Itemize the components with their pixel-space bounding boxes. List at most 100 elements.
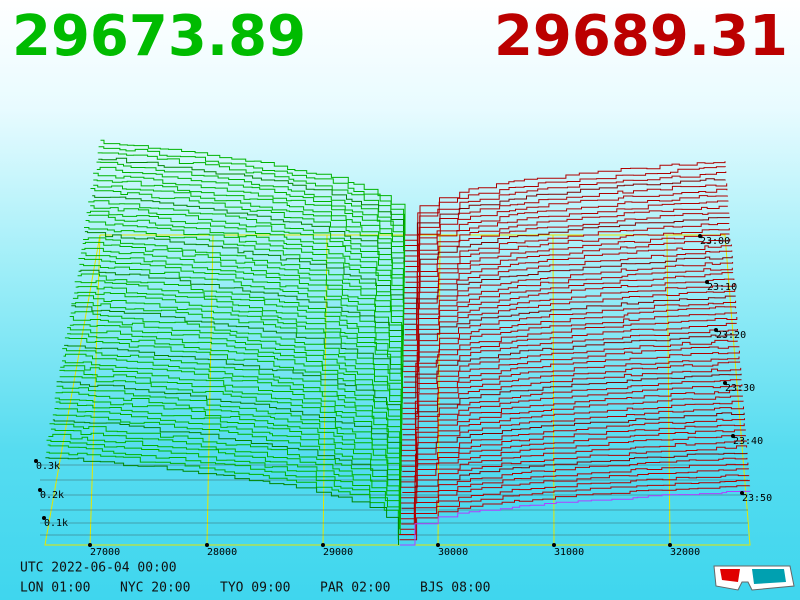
time-marker [740,491,744,495]
bid-depth-line [79,263,403,356]
bid-depth-line [54,408,401,498]
bid-depth-line [78,258,403,351]
bid-depth-line [74,280,404,372]
ask-depth-line [402,350,740,415]
ask-depth-line [402,356,740,420]
bid-depth-line [74,291,403,383]
ask-depth-line [404,267,733,336]
zone-time: LON 01:00 [20,581,90,596]
bid-depth-line [63,353,403,446]
depth-label: 0.3k [36,461,60,472]
ask-depth-line [400,457,748,514]
ask-depth-line [401,395,743,457]
bid-depth-line [64,344,402,435]
bid-depth-line [78,269,404,362]
bid-depth-line [88,214,405,309]
ask-price: 29689.31 [494,4,788,69]
price-grid-line [89,234,101,546]
ask-depth-line [401,289,736,357]
bid-depth-line [70,311,403,404]
ask-depth-line [400,423,745,483]
bid-depth-line [62,348,402,440]
ask-depth-line [399,490,751,546]
bid-depth-line [93,179,405,272]
ask-depth-line [403,244,732,315]
ask-depth-line [403,312,737,378]
ask-depth-line [403,228,730,299]
ask-depth-line [403,178,726,252]
price-label: 31000 [554,547,584,558]
bid-depth-line [46,451,399,540]
ask-depth-line [403,339,738,404]
ask-depth-line [404,216,730,288]
bid-depth-line [98,146,405,241]
ask-depth-line [402,435,746,493]
ask-depth-line [401,468,749,525]
ask-depth-line [400,462,749,520]
bid-depth-line [90,205,404,299]
bid-depth-line [67,327,402,419]
ask-depth-line [401,379,742,441]
price-grid-line [666,234,671,546]
ask-depth-line [403,295,736,362]
ask-depth-line [404,272,734,341]
ask-depth-line [403,223,730,294]
ask-depth-line [403,300,737,367]
depth-label: 0.1k [44,518,68,529]
ask-depth-line [404,262,734,331]
ask-depth-line [403,278,735,346]
depth-marker [42,516,46,520]
depth-curves [45,139,751,546]
bid-depth-line [60,365,402,456]
time-marker [705,280,709,284]
ask-depth-line [403,233,730,304]
ask-depth-line [403,183,728,257]
ask-depth-line [402,361,741,425]
bid-depth-line [93,184,405,277]
time-marker [731,434,735,438]
time-label: 23:20 [716,330,746,341]
price-label: 30000 [438,547,468,558]
bid-depth-line [49,423,400,514]
time-marker [698,234,702,238]
ask-depth-line [401,346,740,409]
bid-depth-line [96,166,406,262]
bid-depth-line [85,220,405,314]
bid-depth-line [69,316,403,409]
zone-time: BJS 08:00 [420,581,490,596]
bid-depth-line [62,360,402,451]
bid-depth-line [92,195,405,288]
time-label: 23:50 [742,493,772,504]
bid-depth-line [67,333,403,425]
time-label: 23:30 [725,383,755,394]
depth-marker [34,459,38,463]
time-label: 23:00 [700,236,730,247]
bid-depth-line [96,161,405,256]
bid-depth-line [71,302,403,393]
bid-depth-line [84,227,405,320]
ask-depth-line [403,250,733,320]
bid-depth-line [55,391,401,482]
bid-depth-line [77,273,404,367]
price-label: 29000 [323,547,353,558]
ask-depth-line [401,329,738,394]
ask-depth-line [405,212,730,283]
time-marker [714,328,718,332]
price-label: 32000 [670,547,700,558]
bid-depth-line [46,439,400,530]
ask-depth-line [400,400,744,462]
bid-depth-line [83,237,404,330]
ask-depth-line [402,322,737,388]
price-marker [436,543,440,547]
price-marker [88,543,92,547]
ask-depth-line [403,205,728,278]
ask-depth-line [402,412,745,472]
price-label: 28000 [207,547,237,558]
bid-depth-line [47,444,401,535]
bid-depth-line [82,241,404,335]
ask-depth-line [400,406,744,467]
bid-depth-line [80,252,404,346]
price-grid-line [552,234,555,546]
